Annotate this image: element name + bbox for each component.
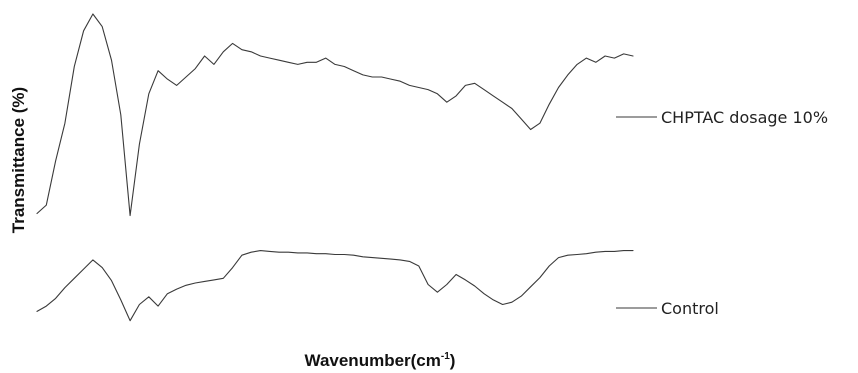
legend-item-chptac: CHPTAC dosage 10% [616,108,828,127]
series-line-chptac [36,13,634,217]
x-axis-label: Wavenumber(cm-1) [305,351,456,370]
legend-label-control: Control [661,299,719,318]
y-axis-label: Transmittance (%) [9,87,28,233]
legend-label-chptac: CHPTAC dosage 10% [661,108,828,127]
series-line-control [36,250,634,322]
legend-item-control: Control [616,299,719,318]
x-axis-label-close: ) [450,351,456,370]
x-axis-label-superscript: -1 [441,351,450,362]
legend: CHPTAC dosage 10% Control [616,108,828,318]
x-axis-label-text: Wavenumber(cm [305,351,441,370]
